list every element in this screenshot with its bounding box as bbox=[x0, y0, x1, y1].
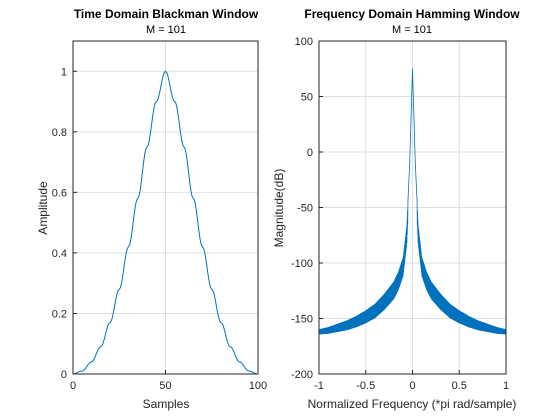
frequency-domain-y-axis-label: Magnitude(dB) bbox=[272, 169, 286, 248]
frequency-domain-y-tick-label: -150 bbox=[291, 314, 313, 326]
frequency-domain-subtitle: M = 101 bbox=[392, 24, 432, 36]
frequency-domain-y-tick-label: 0 bbox=[307, 147, 313, 159]
time-domain-x-tick-label: 50 bbox=[159, 380, 171, 392]
time-domain-title: Time Domain Blackman Window bbox=[74, 7, 259, 21]
time-domain-y-tick-label: 0.4 bbox=[52, 248, 67, 260]
time-domain-y-tick-label: 0 bbox=[61, 369, 67, 381]
frequency-domain-y-tick-label: -100 bbox=[291, 258, 313, 270]
frequency-domain-y-tick-label: -200 bbox=[291, 369, 313, 381]
time-domain-y-tick-label: 0.6 bbox=[52, 187, 67, 199]
frequency-domain-x-tick-label: 1 bbox=[503, 380, 509, 392]
time-domain-x-tick-label: 0 bbox=[70, 380, 76, 392]
frequency-domain-panel: Frequency Domain Hamming Window M = 101 … bbox=[272, 7, 520, 411]
time-domain-y-axis-label: Amplitude bbox=[36, 181, 50, 235]
frequency-domain-x-axis-label: Normalized Frequency (*pi rad/sample) bbox=[308, 397, 517, 411]
frequency-domain-y-tick-label: 100 bbox=[295, 36, 313, 48]
frequency-domain-x-tick-label: 0 bbox=[409, 380, 415, 392]
frequency-domain-y-tick-label: -50 bbox=[297, 203, 313, 215]
time-domain-panel: Time Domain Blackman Window M = 101 0 50 1… bbox=[36, 7, 267, 411]
time-domain-y-tick-label: 0.8 bbox=[52, 127, 67, 139]
time-domain-x-axis-label: Samples bbox=[143, 397, 190, 411]
frequency-domain-x-tick-label: -1 bbox=[314, 380, 324, 392]
frequency-domain-title: Frequency Domain Hamming Window bbox=[304, 7, 520, 21]
frequency-domain-series-line bbox=[318, 68, 507, 335]
time-domain-y-tick-label: 0.2 bbox=[52, 308, 67, 320]
time-domain-series-line bbox=[72, 70, 259, 375]
frequency-domain-x-tick-label: 0.5 bbox=[452, 380, 467, 392]
time-domain-subtitle: M = 101 bbox=[146, 24, 186, 36]
frequency-domain-y-tick-label: 50 bbox=[301, 92, 313, 104]
frequency-domain-x-tick-label: -0.5 bbox=[356, 380, 375, 392]
time-domain-x-tick-label: 100 bbox=[249, 380, 267, 392]
time-domain-y-tick-label: 1 bbox=[61, 66, 67, 78]
